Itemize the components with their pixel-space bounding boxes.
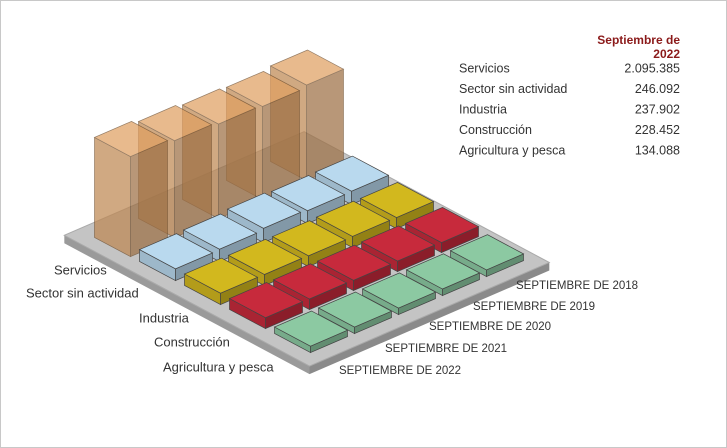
bar: [183, 257, 259, 306]
series-label: Construcción: [154, 334, 230, 349]
bar-face-top: [227, 238, 303, 275]
platform-side: [309, 262, 550, 375]
bar: [272, 263, 348, 311]
bar-face-top: [272, 263, 348, 300]
bar-face-top: [359, 182, 435, 218]
category-label: SEPTIEMBRE DE 2019: [473, 301, 595, 313]
bar-face-top: [138, 233, 214, 270]
category-label: SEPTIEMBRE DE 2022: [339, 365, 461, 377]
bar: [273, 310, 349, 354]
category-label: SEPTIEMBRE DE 2021: [385, 343, 507, 355]
bar: [361, 272, 437, 316]
series-label: Sector sin actividad: [26, 285, 139, 300]
bar-face-top: [315, 200, 391, 237]
bar-face-top: [228, 282, 304, 319]
bar-face-side: [130, 140, 168, 258]
bar-face-top: [225, 71, 301, 107]
series-label: Industria: [139, 310, 190, 325]
category-label: SEPTIEMBRE DE 2020: [429, 321, 551, 333]
bar-face-top: [270, 175, 346, 212]
bar-face-top: [361, 272, 437, 309]
legend-value: 134.088: [635, 143, 680, 157]
bar-face-top: [360, 225, 436, 262]
bar-face-top: [271, 220, 347, 257]
series-label: Servicios: [54, 262, 107, 277]
bar-face-top: [449, 234, 525, 271]
legend-value: 228.452: [635, 123, 680, 137]
bar-face-top: [183, 257, 259, 294]
legend-label: Servicios: [459, 61, 510, 75]
bar-face-top: [93, 121, 169, 157]
bar-face-top: [226, 192, 302, 229]
bar: [93, 121, 169, 258]
legend-title: Septiembre de 2022: [597, 33, 680, 61]
legend-label: Construcción: [459, 123, 532, 137]
bar: [405, 253, 481, 297]
bar-face-top: [314, 155, 390, 192]
legend-value: 2.095.385: [624, 61, 680, 75]
bar: [317, 291, 393, 335]
series-label: Agricultura y pesca: [163, 359, 274, 374]
bar-face-top: [182, 213, 258, 250]
legend-value: 237.902: [635, 102, 680, 116]
bar-face-top: [137, 105, 213, 142]
bar-face-front: [94, 136, 131, 258]
category-label: SEPTIEMBRE DE 2018: [516, 280, 638, 292]
legend-label: Agricultura y pesca: [459, 143, 565, 157]
legend-label: Sector sin actividad: [459, 82, 567, 96]
bar-face-top: [405, 253, 481, 290]
bar: [228, 282, 304, 330]
bar-face-top: [404, 207, 480, 243]
legend-label: Industria: [459, 102, 507, 116]
legend-value: 246.092: [635, 82, 680, 96]
platform-front: [64, 235, 310, 375]
bar-face-top: [181, 88, 257, 125]
bar-face-top: [317, 291, 393, 328]
bar-face-top: [269, 49, 345, 86]
bar-face-top: [273, 310, 349, 347]
bar-face-top: [316, 244, 392, 281]
